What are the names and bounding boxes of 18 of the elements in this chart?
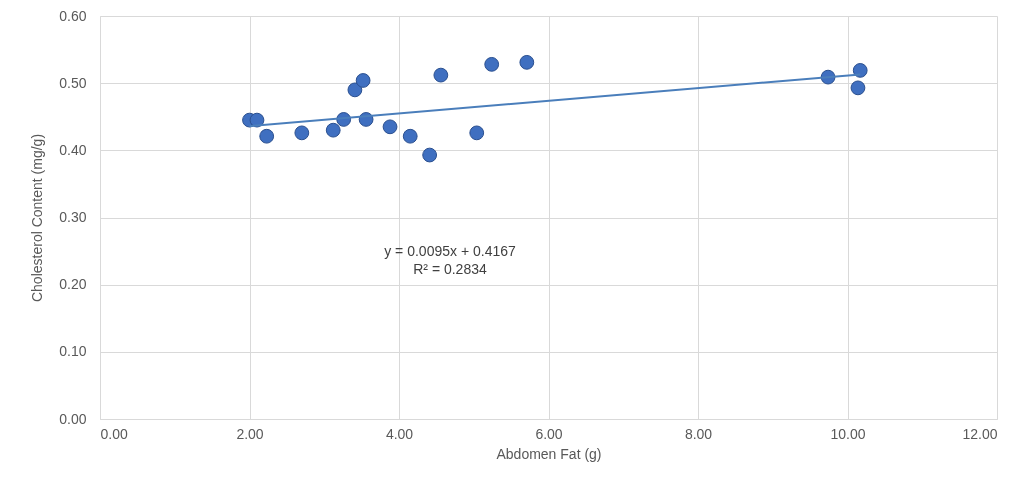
x-tick-label: 10.00 bbox=[830, 425, 866, 442]
annotation: y = 0.0095x + 0.4167 bbox=[384, 243, 516, 259]
x-tick-label: 2.00 bbox=[236, 425, 264, 442]
y-tick-label: 0.10 bbox=[59, 343, 87, 360]
y-tick-label: 0.00 bbox=[59, 410, 87, 427]
y-tick-label: 0.50 bbox=[59, 74, 87, 91]
y-tick-label: 0.40 bbox=[59, 141, 87, 158]
x-tick-label: 6.00 bbox=[535, 425, 563, 442]
x-tick-label: 8.00 bbox=[684, 425, 713, 442]
y-tick-label: 0.30 bbox=[59, 209, 87, 225]
y-tick-label: 0.60 bbox=[59, 7, 87, 24]
x-tick-label: 0.00 bbox=[100, 425, 128, 442]
x-axis-title: Abdomen Fat (g) bbox=[496, 445, 602, 462]
y-axis-title: Cholesterol Content (mg/g) bbox=[29, 133, 46, 303]
x-tick-label: 4.00 bbox=[385, 425, 414, 442]
x-tick-label: 12.00 bbox=[962, 425, 998, 442]
y-tick-label: 0.20 bbox=[59, 276, 87, 293]
annotation: R² = 0.2834 bbox=[413, 261, 487, 277]
